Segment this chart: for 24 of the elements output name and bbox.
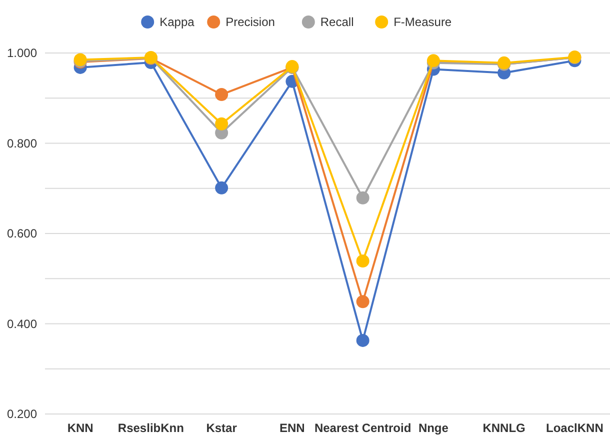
y-tick-label: 1.000 [6, 46, 38, 60]
x-tick-label: KNNLG [482, 421, 526, 435]
point [356, 295, 370, 308]
legend-label: Kappa [160, 15, 195, 30]
x-tick-label: LoaclKNN [546, 421, 604, 435]
point [356, 334, 370, 347]
point [215, 181, 228, 194]
legend-label: Precision [226, 15, 275, 30]
y-tick-label: 0.400 [6, 316, 38, 331]
legend-label: Recall [320, 15, 354, 30]
y-tick-label: 0.600 [6, 226, 38, 241]
x-tick-label: Nearest Centroid [314, 421, 412, 435]
point [356, 254, 370, 268]
y-tick-label: 0.200 [6, 407, 38, 422]
point [215, 117, 228, 130]
x-tick-label: KNN [67, 421, 94, 435]
point [356, 191, 370, 204]
y-tick-label: 0.800 [6, 136, 38, 150]
x-tick-label: RseslibKnn [118, 421, 184, 435]
point [215, 88, 228, 102]
x-tick-label: Nnge [418, 421, 449, 435]
x-tick-label: ENN [280, 421, 305, 435]
legend-label: F-Measure [394, 15, 452, 30]
x-tick-label: Kstar [206, 421, 238, 435]
